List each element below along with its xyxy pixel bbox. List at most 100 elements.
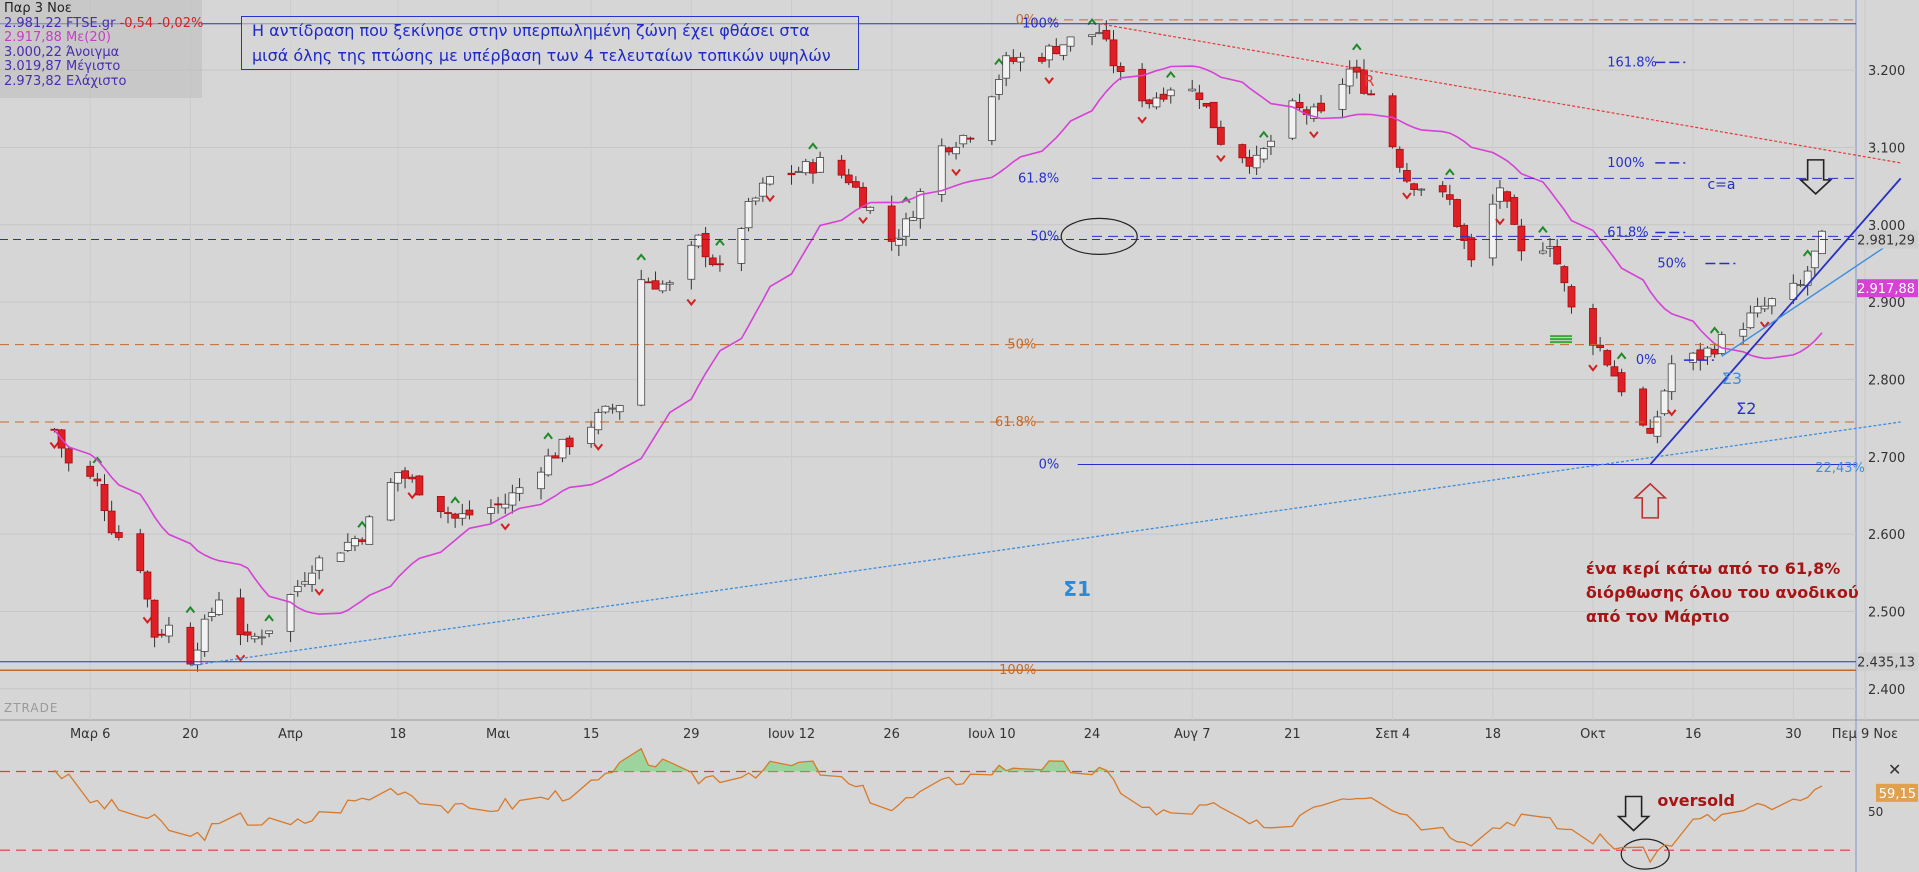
fib-ext-label: 61.8% bbox=[1607, 226, 1648, 241]
ma-price-label: 2.917,88 bbox=[1857, 282, 1915, 297]
candle bbox=[358, 539, 367, 542]
candle bbox=[987, 96, 996, 141]
candle bbox=[1589, 308, 1597, 346]
candle bbox=[887, 205, 896, 242]
candle bbox=[766, 176, 774, 185]
candle bbox=[1102, 29, 1111, 40]
candle bbox=[894, 237, 903, 246]
candle bbox=[737, 228, 746, 264]
fib-label-blue: 100% bbox=[1022, 17, 1059, 32]
candle bbox=[1016, 56, 1025, 63]
candle bbox=[658, 283, 667, 292]
candle bbox=[351, 538, 359, 547]
candle bbox=[615, 405, 624, 413]
candle bbox=[1403, 170, 1411, 182]
candle bbox=[787, 172, 796, 176]
x-tick-label: 24 bbox=[1084, 727, 1101, 742]
y-tick-label: 2.500 bbox=[1868, 605, 1905, 620]
rsi-overbought-fill bbox=[755, 770, 763, 772]
ma-price-label-bg bbox=[1857, 279, 1918, 298]
last-price-label-bg bbox=[1857, 230, 1918, 249]
fractal-down-marker bbox=[407, 492, 417, 500]
candle bbox=[758, 182, 767, 197]
candle bbox=[107, 510, 116, 534]
legend-price: 2.981,22 FTSE.gr -0,54 -0,02% bbox=[4, 15, 204, 31]
candle bbox=[1267, 140, 1275, 148]
candle bbox=[1496, 187, 1504, 202]
legend-open: 3.000,22 Άνοιγμα bbox=[4, 44, 120, 60]
candle bbox=[1066, 36, 1075, 47]
x-tick-label: 18 bbox=[1485, 727, 1502, 742]
candle bbox=[708, 257, 717, 266]
y-tick-label: 3.200 bbox=[1868, 64, 1905, 79]
candle bbox=[716, 263, 724, 266]
candle bbox=[1188, 88, 1197, 92]
candle bbox=[816, 157, 825, 173]
fractal-down-marker bbox=[1137, 116, 1147, 124]
candle bbox=[1152, 97, 1161, 108]
fib-label-orange: 61.8% bbox=[995, 415, 1036, 430]
candle bbox=[1503, 191, 1512, 202]
highlight-ellipse bbox=[1060, 217, 1138, 255]
candle bbox=[165, 624, 173, 637]
rsi-down-arrow-icon bbox=[1616, 795, 1651, 832]
y-tick-label: 2.700 bbox=[1868, 451, 1905, 466]
trendline bbox=[1649, 177, 1902, 466]
fractal-down-marker bbox=[1216, 155, 1226, 163]
fractal-down-marker bbox=[500, 523, 511, 531]
fractal-down-marker bbox=[1666, 409, 1677, 417]
y-tick-label: 2.400 bbox=[1868, 683, 1905, 698]
trend-label-s2: Σ2 bbox=[1736, 399, 1756, 418]
candle bbox=[945, 147, 953, 153]
candle bbox=[1052, 45, 1061, 55]
candle bbox=[1345, 68, 1354, 87]
candle bbox=[644, 281, 653, 284]
candle bbox=[315, 557, 324, 571]
candle bbox=[1717, 334, 1726, 354]
candle bbox=[265, 630, 273, 634]
rsi-overbought-fill bbox=[619, 748, 642, 772]
candle bbox=[86, 465, 95, 477]
candle bbox=[207, 612, 216, 617]
candle bbox=[1338, 83, 1347, 110]
candle bbox=[1038, 56, 1046, 62]
candle bbox=[1145, 99, 1154, 105]
oversold-label: oversold bbox=[1657, 791, 1735, 810]
candle bbox=[966, 137, 975, 140]
candle bbox=[1538, 250, 1547, 254]
candle bbox=[801, 161, 810, 174]
candle bbox=[1810, 250, 1819, 269]
fractal-up-marker bbox=[1165, 70, 1176, 79]
candle bbox=[286, 594, 295, 632]
bottom-note-line: ένα κερί κάτω από το 61,8% bbox=[1586, 559, 1840, 578]
candle bbox=[651, 280, 660, 290]
candle bbox=[1689, 352, 1698, 363]
candle bbox=[136, 533, 145, 572]
rsi-line bbox=[53, 747, 1823, 864]
candle bbox=[1567, 286, 1576, 308]
candle bbox=[1696, 349, 1705, 361]
candle bbox=[1002, 55, 1011, 79]
x-tick-label: 30 bbox=[1785, 727, 1802, 742]
trend-pct-label: 22,43% bbox=[1815, 461, 1865, 476]
candle bbox=[465, 509, 474, 516]
fractal-up-marker bbox=[1445, 168, 1455, 176]
fractal-up-marker bbox=[1352, 43, 1362, 51]
candle bbox=[1445, 194, 1454, 200]
x-tick-label: 16 bbox=[1685, 727, 1702, 742]
candle bbox=[751, 197, 760, 202]
candle bbox=[186, 626, 195, 665]
fib-label-orange: 50% bbox=[1007, 338, 1036, 353]
rsi-overbought-fill bbox=[1056, 761, 1064, 772]
y-tick-label: 3.100 bbox=[1868, 141, 1905, 156]
candle bbox=[1388, 95, 1397, 148]
fractal-up-marker bbox=[543, 432, 553, 440]
candle bbox=[193, 649, 202, 666]
candle bbox=[401, 470, 409, 479]
candle bbox=[1560, 266, 1569, 284]
watermark-logo: ZTRADE bbox=[4, 701, 58, 715]
close-icon[interactable]: ✕ bbox=[1888, 760, 1902, 779]
low-level-label: 2.435,13 bbox=[1857, 656, 1915, 671]
fractal-up-marker bbox=[1087, 17, 1097, 26]
